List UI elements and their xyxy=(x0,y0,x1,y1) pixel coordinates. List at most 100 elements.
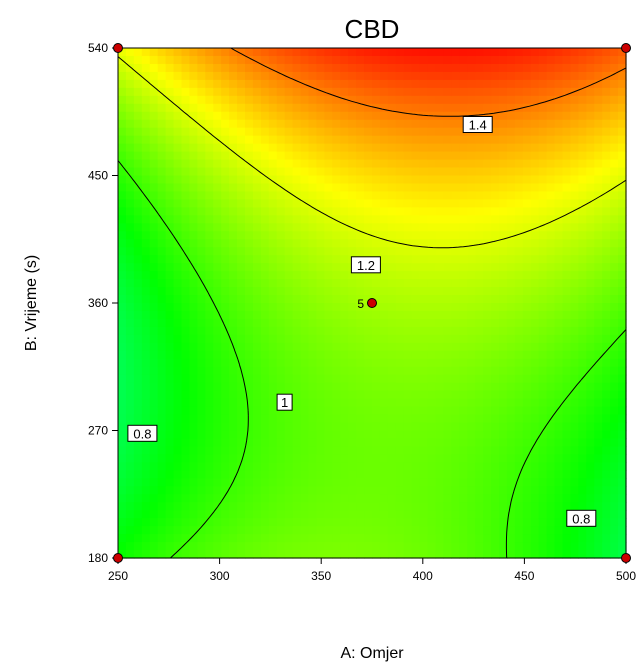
heatmap-cell xyxy=(276,310,286,320)
heatmap-cell xyxy=(245,390,254,400)
heatmap-cell xyxy=(395,199,405,208)
heatmap-cell xyxy=(411,366,421,376)
heatmap-cell xyxy=(221,199,230,208)
heatmap-cell xyxy=(602,271,611,280)
heatmap-cell xyxy=(197,215,206,224)
heatmap-cell xyxy=(189,374,198,384)
heatmap-cell xyxy=(181,87,191,97)
heatmap-cell xyxy=(356,191,365,201)
heatmap-cell xyxy=(157,478,167,487)
heatmap-cell xyxy=(443,502,452,511)
heatmap-cell xyxy=(586,119,595,129)
heatmap-cell xyxy=(618,135,627,145)
heatmap-cell xyxy=(141,231,151,240)
heatmap-cell xyxy=(506,151,516,161)
heatmap-cell xyxy=(181,55,191,65)
heatmap-cell xyxy=(197,526,206,535)
heatmap-cell xyxy=(562,358,572,368)
heatmap-cell xyxy=(586,318,595,328)
heatmap-cell xyxy=(570,366,579,376)
heatmap-cell xyxy=(173,494,183,503)
heatmap-cell xyxy=(308,366,318,376)
heatmap-cell xyxy=(276,167,286,177)
heatmap-cell xyxy=(387,183,397,193)
heatmap-cell xyxy=(395,406,405,416)
heatmap-cell xyxy=(252,48,262,57)
contour-label-box xyxy=(276,393,293,411)
heatmap-cell xyxy=(165,111,175,121)
heatmap-cell xyxy=(149,454,159,463)
heatmap-cell xyxy=(308,239,318,248)
heatmap-cell xyxy=(292,231,302,240)
heatmap-cell xyxy=(403,430,413,440)
heatmap-cell xyxy=(276,414,286,424)
heatmap-cell xyxy=(308,55,318,65)
heatmap-cell xyxy=(546,159,556,169)
heatmap-cell xyxy=(499,159,508,169)
heatmap-cell xyxy=(260,486,270,495)
heatmap-cell xyxy=(554,494,564,503)
heatmap-cell xyxy=(189,390,198,400)
heatmap-cell xyxy=(499,295,508,304)
heatmap-cell xyxy=(610,534,619,543)
heatmap-cell xyxy=(213,79,222,89)
heatmap-cell xyxy=(340,48,349,57)
heatmap-cell xyxy=(459,135,468,145)
heatmap-cell xyxy=(419,48,429,57)
heatmap-cell xyxy=(459,350,468,360)
heatmap-cell xyxy=(292,550,302,559)
heatmap-cell xyxy=(356,63,365,73)
heatmap-cell xyxy=(189,318,198,328)
heatmap-cell xyxy=(364,111,373,121)
heatmap-cell xyxy=(379,207,389,216)
heatmap-cell xyxy=(157,318,167,328)
heatmap-cell xyxy=(237,502,246,511)
heatmap-cell xyxy=(197,486,206,495)
heatmap-cell xyxy=(292,534,302,543)
heatmap-cell xyxy=(546,462,556,471)
heatmap-cell xyxy=(506,271,516,280)
heatmap-cell xyxy=(229,422,238,432)
heatmap-cell xyxy=(260,438,270,448)
heatmap-cell xyxy=(602,502,611,511)
heatmap-cell xyxy=(602,48,611,57)
heatmap-cell xyxy=(602,550,611,559)
heatmap-cell xyxy=(324,295,333,304)
heatmap-cell xyxy=(284,534,294,543)
heatmap-cell xyxy=(125,79,135,89)
heatmap-cell xyxy=(221,175,230,185)
heatmap-cell xyxy=(141,263,151,272)
heatmap-cell xyxy=(522,518,532,527)
heatmap-cell xyxy=(602,215,611,224)
heatmap-cell xyxy=(372,71,381,81)
heatmap-cell xyxy=(618,310,627,320)
heatmap-cell xyxy=(292,398,302,408)
heatmap-cell xyxy=(229,135,238,145)
heatmap-cell xyxy=(475,55,484,65)
heatmap-cell xyxy=(300,255,310,264)
heatmap-cell xyxy=(173,310,183,320)
heatmap-cell xyxy=(379,183,389,193)
heatmap-cell xyxy=(133,382,143,392)
heatmap-cell xyxy=(181,143,191,153)
heatmap-cell xyxy=(451,470,460,479)
heatmap-cell xyxy=(348,127,357,137)
heatmap-cell xyxy=(451,382,460,392)
heatmap-cell xyxy=(403,446,413,456)
heatmap-cell xyxy=(340,390,349,400)
heatmap-cell xyxy=(419,318,429,328)
heatmap-cell xyxy=(411,183,421,193)
heatmap-cell xyxy=(483,207,492,216)
heatmap-cell xyxy=(483,366,492,376)
heatmap-cell xyxy=(205,510,214,519)
heatmap-cell xyxy=(221,398,230,408)
heatmap-cell xyxy=(308,295,318,304)
heatmap-cell xyxy=(157,502,167,511)
heatmap-cell xyxy=(284,239,294,248)
heatmap-cell xyxy=(618,366,627,376)
heatmap-cell xyxy=(324,279,333,288)
heatmap-cell xyxy=(149,231,159,240)
heatmap-cell xyxy=(475,542,484,551)
heatmap-cell xyxy=(157,438,167,448)
heatmap-cell xyxy=(530,255,540,264)
